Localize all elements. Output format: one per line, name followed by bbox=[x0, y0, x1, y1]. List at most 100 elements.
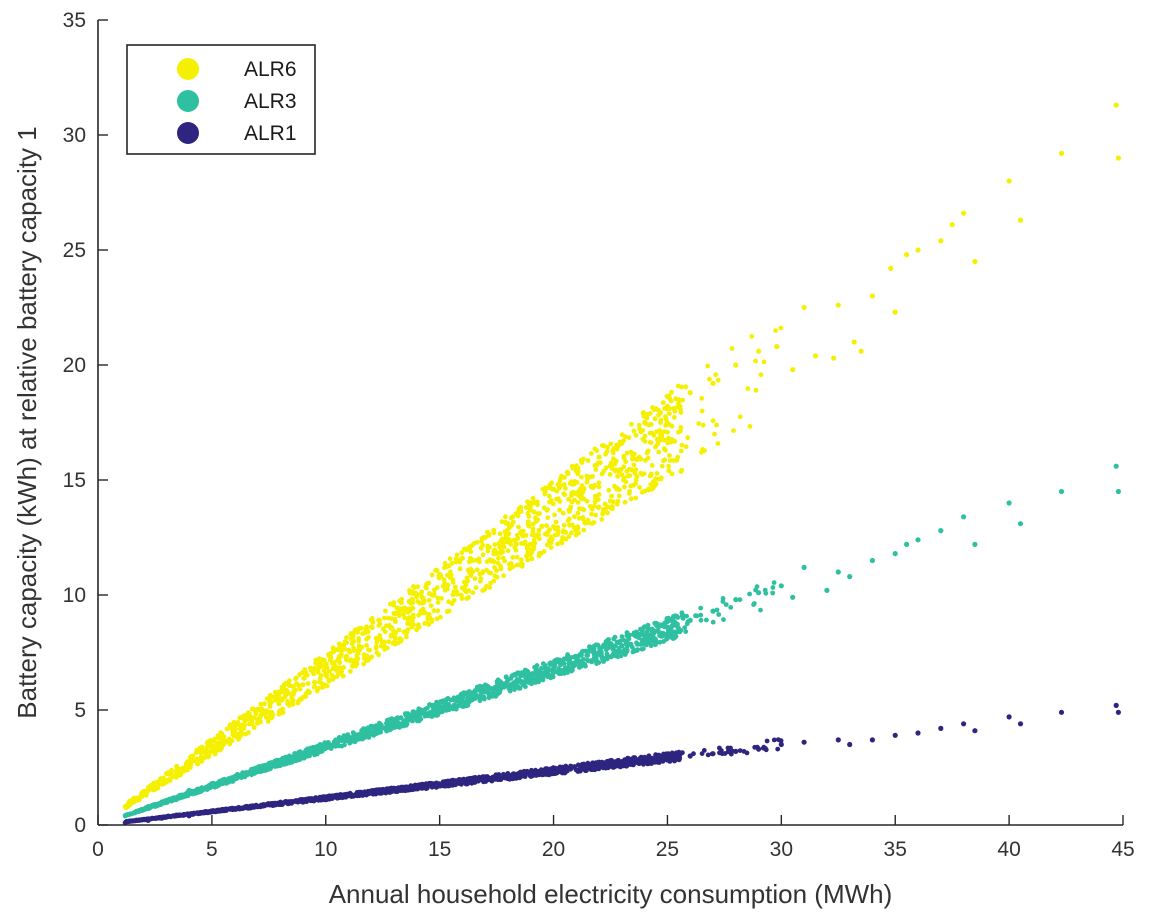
point bbox=[778, 741, 784, 748]
point bbox=[472, 576, 478, 581]
point bbox=[457, 566, 463, 572]
point bbox=[494, 679, 500, 684]
point bbox=[477, 698, 483, 704]
point bbox=[366, 647, 371, 653]
point bbox=[387, 601, 393, 607]
point bbox=[633, 495, 639, 501]
point bbox=[330, 661, 335, 666]
point bbox=[410, 709, 416, 714]
point bbox=[610, 506, 615, 512]
point bbox=[847, 741, 853, 748]
point bbox=[377, 633, 383, 638]
point bbox=[308, 797, 313, 802]
point bbox=[503, 514, 508, 520]
point bbox=[621, 453, 627, 459]
point bbox=[300, 753, 306, 759]
point bbox=[495, 685, 501, 690]
point bbox=[356, 650, 361, 656]
point bbox=[249, 766, 254, 772]
point bbox=[196, 788, 202, 794]
point bbox=[1113, 702, 1119, 709]
point bbox=[356, 638, 362, 644]
point bbox=[465, 702, 471, 708]
point bbox=[514, 541, 519, 547]
point bbox=[537, 511, 542, 516]
point bbox=[642, 633, 648, 640]
point bbox=[669, 471, 675, 477]
point bbox=[404, 711, 409, 716]
point bbox=[578, 659, 583, 665]
point bbox=[305, 746, 311, 752]
point bbox=[266, 765, 272, 771]
point bbox=[572, 514, 577, 520]
point bbox=[892, 309, 898, 315]
point bbox=[331, 794, 337, 799]
point bbox=[619, 432, 625, 438]
point bbox=[491, 551, 497, 557]
point bbox=[1006, 714, 1012, 720]
point bbox=[448, 697, 454, 703]
point bbox=[256, 707, 262, 713]
point bbox=[616, 493, 622, 499]
point bbox=[575, 510, 581, 516]
point bbox=[442, 565, 447, 570]
point bbox=[453, 559, 459, 565]
point bbox=[336, 795, 341, 801]
point bbox=[614, 442, 619, 448]
point bbox=[336, 647, 342, 653]
point bbox=[520, 528, 526, 534]
point bbox=[528, 672, 534, 679]
point bbox=[415, 584, 421, 590]
point bbox=[404, 634, 409, 640]
point bbox=[632, 470, 638, 476]
point bbox=[701, 748, 707, 753]
point bbox=[305, 753, 311, 759]
point bbox=[482, 534, 488, 541]
point bbox=[332, 664, 338, 670]
point bbox=[487, 685, 493, 691]
point bbox=[619, 440, 625, 446]
point bbox=[515, 513, 521, 519]
legend-box bbox=[126, 44, 316, 155]
point bbox=[254, 721, 260, 726]
point bbox=[376, 652, 381, 658]
point bbox=[437, 783, 443, 789]
point bbox=[705, 363, 711, 369]
point bbox=[388, 633, 394, 639]
point bbox=[516, 524, 521, 530]
point bbox=[358, 625, 364, 631]
point bbox=[601, 468, 607, 474]
y-axis-ticks: 0 5 10 15 20 25 30 35 bbox=[63, 9, 108, 837]
point bbox=[350, 658, 356, 664]
point bbox=[435, 595, 441, 601]
point bbox=[376, 623, 382, 628]
point bbox=[151, 780, 157, 786]
point bbox=[258, 701, 264, 707]
point bbox=[414, 592, 420, 598]
point bbox=[558, 475, 564, 481]
point bbox=[175, 769, 181, 775]
point bbox=[243, 713, 249, 718]
point bbox=[578, 496, 584, 502]
point bbox=[540, 772, 545, 778]
point bbox=[551, 524, 556, 529]
point bbox=[652, 620, 658, 626]
point bbox=[775, 737, 781, 742]
point bbox=[693, 613, 698, 619]
point bbox=[1006, 500, 1012, 506]
point bbox=[472, 693, 477, 699]
point bbox=[395, 721, 401, 726]
point bbox=[368, 654, 374, 660]
x-tick-label: 40 bbox=[997, 838, 1020, 861]
point bbox=[761, 359, 767, 365]
point bbox=[634, 457, 640, 463]
point bbox=[505, 521, 511, 527]
point bbox=[434, 616, 440, 622]
point bbox=[764, 738, 770, 744]
point bbox=[593, 764, 598, 770]
point bbox=[566, 497, 571, 502]
point bbox=[551, 666, 557, 672]
point bbox=[627, 473, 633, 478]
point bbox=[454, 589, 460, 594]
point bbox=[518, 504, 524, 510]
